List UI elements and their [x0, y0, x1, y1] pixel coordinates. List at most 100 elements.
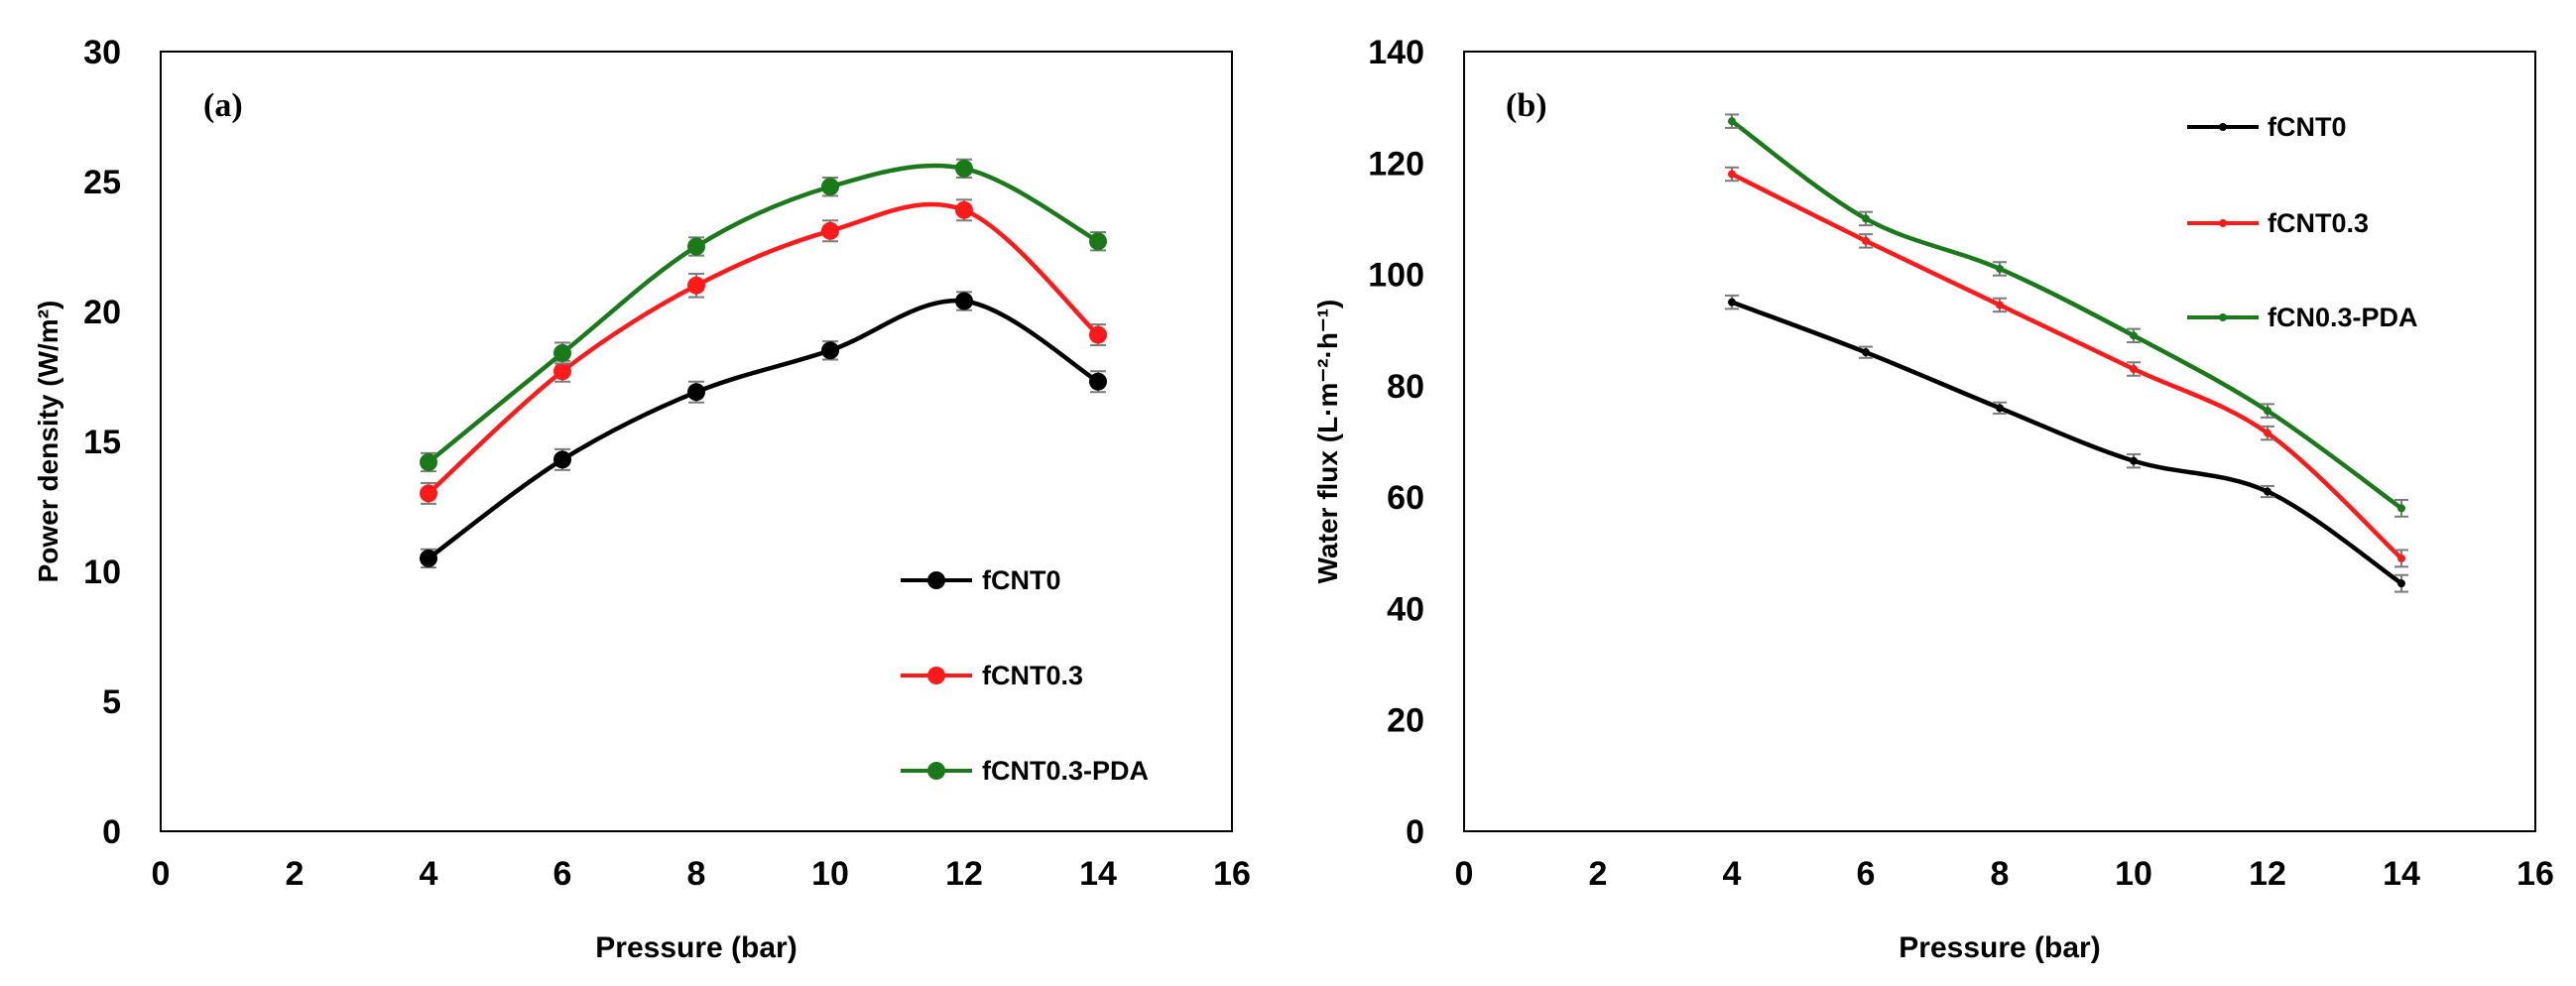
panel-label-a: (a) [203, 87, 243, 124]
data-point [1862, 236, 1870, 245]
y-tick-label: 60 [1387, 479, 1424, 517]
legend-label-fcnt0: fCNT0 [982, 565, 1061, 595]
data-point [687, 383, 705, 402]
data-point [420, 484, 437, 503]
legend-marker-fcnt0-3-b [2219, 219, 2227, 227]
x-tick-label: 12 [2249, 855, 2286, 893]
data-point [821, 178, 839, 196]
x-tick-label: 8 [687, 855, 706, 893]
y-tick-label: 5 [102, 683, 121, 721]
y-ticks-a: 0 5 10 15 20 25 30 [83, 34, 121, 851]
x-tick-label: 0 [152, 855, 171, 893]
legend-marker-fcnt0-3 [927, 667, 945, 684]
data-point [1089, 372, 1107, 391]
x-tick-label: 6 [1857, 855, 1876, 893]
data-point [2130, 331, 2138, 340]
legend-marker-fcnt0-b [2219, 123, 2227, 131]
y-tick-label: 120 [1368, 145, 1424, 183]
data-point [2397, 579, 2405, 588]
y-tick-label: 100 [1368, 257, 1424, 295]
x-tick-label: 16 [2516, 855, 2554, 893]
panel-b: (b) Pressure (bar) Water flux (L·m⁻²·h⁻¹… [1312, 34, 2554, 964]
series-line [1730, 172, 2403, 560]
x-tick-label: 2 [1589, 855, 1608, 893]
plot-frame-b [1463, 51, 2536, 832]
series-line [1731, 300, 2403, 586]
x-tick-label: 12 [945, 855, 983, 893]
panel-label-b: (b) [1506, 87, 1547, 124]
data-point [553, 343, 571, 362]
series-1-b [1725, 294, 2408, 593]
panel-a: (a) Pressure (bar) Power density (W/m²) … [33, 34, 1251, 964]
x-tick-label: 14 [2383, 855, 2420, 893]
y-tick-label: 20 [83, 294, 121, 331]
x-ticks-a: 0 2 4 6 8 10 12 14 16 [152, 855, 1251, 893]
legend-label-fcnt0-b: fCNT0 [2268, 112, 2347, 142]
data-point [955, 292, 973, 310]
series-line [427, 298, 1100, 560]
x-tick-label: 2 [286, 855, 305, 893]
data-point [2264, 487, 2271, 496]
data-point [553, 450, 571, 469]
data-point [1089, 232, 1107, 251]
series-layer-a [420, 158, 1107, 569]
y-axis-title-a: Power density (W/m²) [33, 301, 63, 583]
data-point [1996, 404, 2004, 413]
y-tick-label: 80 [1387, 368, 1424, 406]
plot-frame-a [160, 51, 1233, 832]
x-ticks-b: 0 2 4 6 8 10 12 14 16 [1455, 855, 2554, 893]
data-point [420, 549, 437, 567]
x-tick-label: 8 [1991, 855, 2010, 893]
x-tick-label: 16 [1213, 855, 1251, 893]
legend-marker-fcnt0-3-pda [927, 762, 945, 780]
series-2-b [1725, 166, 2408, 568]
y-tick-label: 30 [83, 34, 121, 71]
series-line [1730, 119, 2403, 511]
data-point [2397, 554, 2405, 562]
y-tick-label: 20 [1387, 702, 1424, 740]
x-tick-label: 14 [1079, 855, 1117, 893]
legend-label-fcnt0-3-b: fCNT0.3 [2268, 208, 2369, 238]
y-tick-label: 25 [83, 164, 121, 201]
data-point [1996, 301, 2004, 309]
y-tick-label: 0 [1406, 813, 1424, 851]
data-point [2264, 429, 2271, 437]
x-tick-label: 10 [811, 855, 849, 893]
data-point [1728, 298, 1736, 307]
y-tick-label: 40 [1387, 590, 1424, 628]
x-tick-label: 0 [1455, 855, 1474, 893]
series-2-a [420, 198, 1107, 505]
series-line [427, 163, 1100, 464]
y-tick-label: 10 [83, 554, 121, 591]
data-point [1728, 170, 1736, 179]
data-point [2130, 365, 2138, 374]
data-point [687, 276, 705, 295]
data-point [955, 200, 973, 219]
series-3-b [1725, 113, 2408, 518]
series-line [427, 201, 1100, 496]
data-point [2130, 456, 2138, 465]
y-tick-label: 15 [83, 424, 121, 461]
legend-label-fcnt0-3-pda: fCNT0.3-PDA [982, 756, 1149, 786]
x-tick-label: 10 [2115, 855, 2152, 893]
legend-marker-fcn0-3-pda-b [2219, 313, 2227, 321]
legend-label-fcnt0-3: fCNT0.3 [982, 661, 1083, 690]
data-point [2397, 504, 2405, 513]
data-point [1862, 348, 1870, 357]
data-point [821, 221, 839, 240]
data-point [1996, 264, 2004, 273]
x-tick-label: 4 [420, 855, 438, 893]
data-point [1862, 214, 1870, 223]
legend-label-fcn0-3-pda-b: fCN0.3-PDA [2268, 303, 2418, 332]
data-point [420, 452, 437, 471]
y-tick-label: 0 [102, 813, 121, 851]
x-tick-label: 6 [553, 855, 572, 893]
y-ticks-b: 0 20 40 60 80 100 120 140 [1368, 34, 1424, 851]
series-1-a [420, 291, 1107, 569]
data-point [553, 362, 571, 381]
series-3-a [420, 158, 1107, 473]
x-axis-title-a: Pressure (bar) [595, 931, 797, 964]
data-point [687, 237, 705, 256]
data-point [1728, 117, 1736, 126]
data-point [2264, 407, 2271, 416]
